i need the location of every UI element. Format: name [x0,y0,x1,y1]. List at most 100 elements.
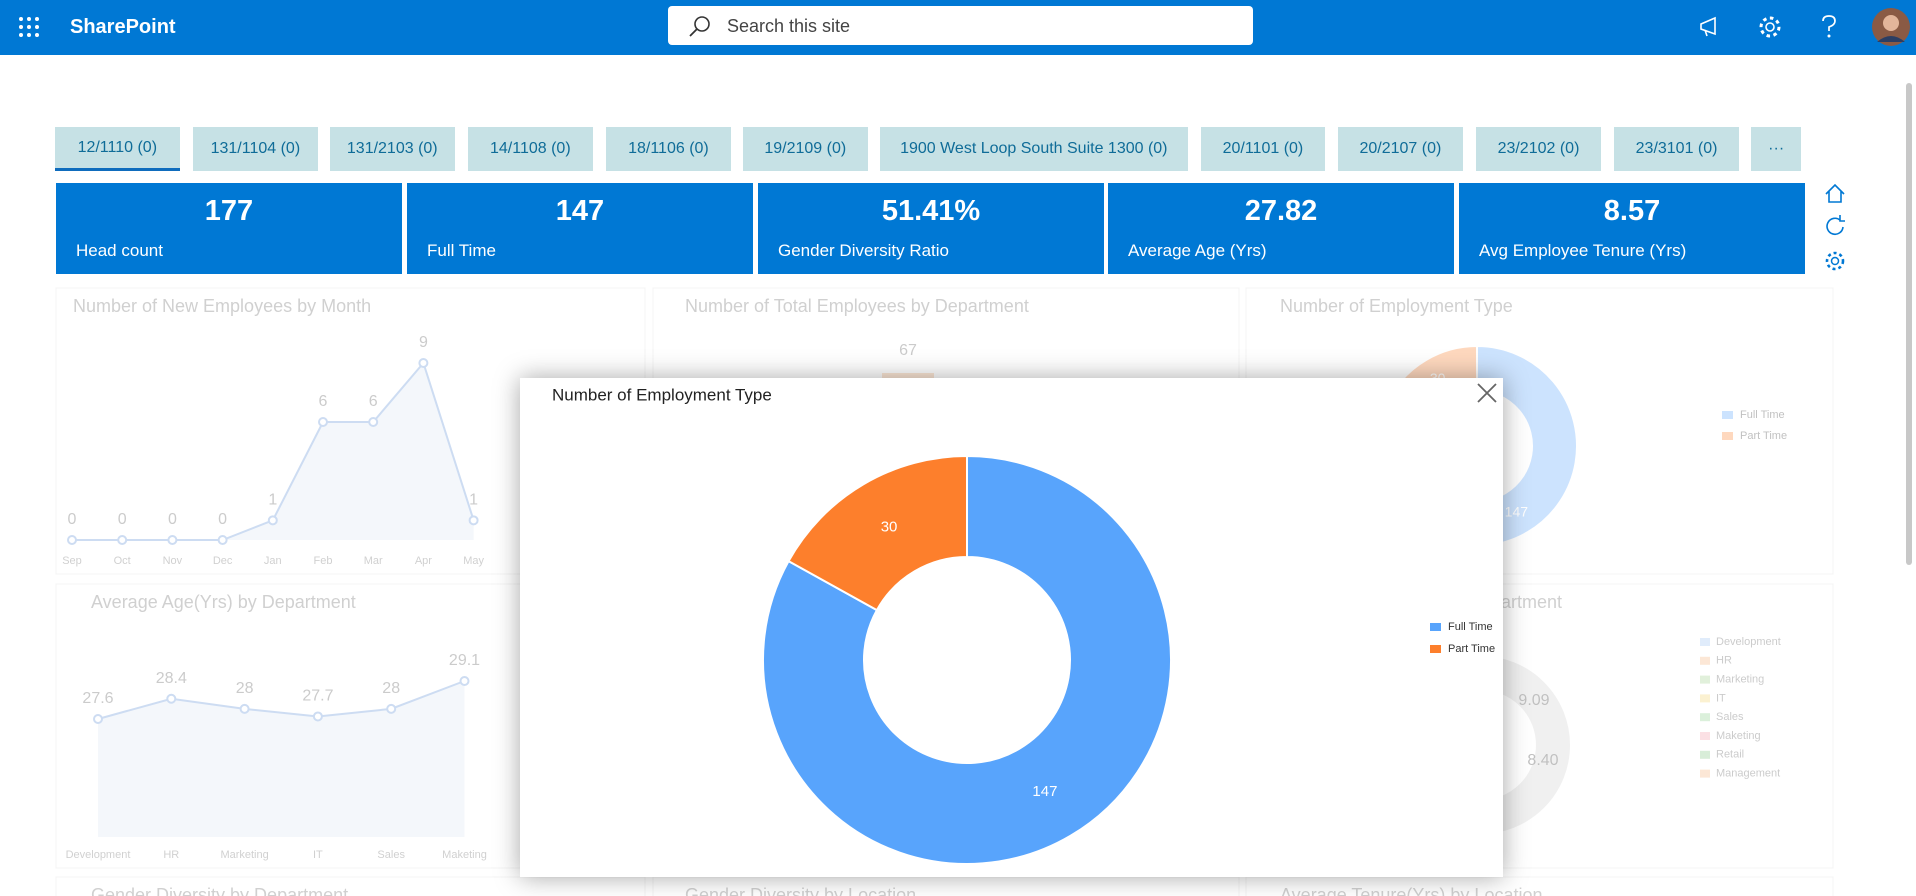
legend-label: Maketing [1716,730,1761,742]
line-point [167,535,178,545]
x-label: Jan [264,555,282,567]
line-point [217,535,228,545]
search-placeholder: Search this site [727,16,851,36]
kpi-value: 147 [555,195,605,227]
app-launcher[interactable] [18,16,40,38]
kpi-label: Avg Employee Tenure (Yrs) [1479,241,1687,260]
kpi-label: Full Time [427,241,496,260]
panel-title: Gender Diversity by Department [91,885,348,896]
line-point [117,535,128,545]
line-point [267,515,278,526]
x-label: Mar [364,555,383,567]
slice-label: 9.09 [1518,692,1549,709]
legend-swatch [1700,769,1710,778]
line-point [468,515,479,526]
point-label: 6 [319,393,328,410]
kpi-card: 27.82 Average Age (Yrs) [1108,183,1454,274]
panel [652,876,1240,896]
home-icon[interactable] [1825,183,1845,203]
legend-label: Sales [1716,711,1744,723]
slice-label: 8.40 [1527,752,1558,769]
line-point [459,676,470,686]
legend-label: Marketing [1716,674,1764,686]
line-point [418,358,429,368]
panel [1245,876,1834,896]
tab[interactable]: 1900 West Loop South Suite 1300 (0) [879,127,1188,171]
point-label: 28 [382,680,400,697]
kpi-card: 51.41% Gender Diversity Ratio [758,183,1104,274]
line-point [166,693,177,704]
tab[interactable]: 131/1104 (0) [193,127,318,171]
point-label: 9 [419,334,428,351]
avatar[interactable] [1871,6,1911,48]
legend-label: Retail [1716,749,1744,761]
tab[interactable]: 14/1108 (0) [468,127,593,171]
point-label: 6 [369,393,378,410]
settings-icon[interactable] [1757,14,1783,40]
legend-swatch [1700,675,1710,684]
panel-title: Average Tenure(Yrs) by Location [1280,885,1543,896]
tab[interactable]: ··· [1751,127,1802,171]
refresh-icon[interactable] [1826,215,1845,236]
line-point [67,535,77,545]
tab[interactable]: 131/2103 (0) [329,127,455,171]
tab[interactable]: 18/1106 (0) [606,127,731,171]
legend-swatch [1700,638,1710,646]
point-label: 1 [268,492,277,509]
slice-label: 147 [1032,783,1057,800]
x-label: HR [163,849,179,861]
search-box[interactable]: Search this site [668,6,1253,45]
tab[interactable]: 23/3101 (0) [1614,127,1739,171]
point-label: 27.6 [82,690,113,707]
kpi-label: Head count [76,241,163,260]
x-label: Feb [314,555,333,567]
x-label: Marketing [220,849,268,861]
tab[interactable]: 19/2109 (0) [742,127,868,171]
x-label: Dec [213,555,233,567]
line-area [98,681,465,837]
x-label: IT [313,849,323,861]
legend-swatch [1700,694,1710,703]
point-label: 0 [218,511,227,528]
point-label: 0 [118,511,127,528]
panel-title: Number of New Employees by Month [73,296,371,316]
help-icon[interactable] [1818,13,1840,41]
line-path [97,680,465,720]
kpi-label: Gender Diversity Ratio [778,241,950,260]
x-label: Development [66,849,131,861]
legend-swatch [1722,411,1733,419]
side-tools [1825,183,1845,271]
line-area [72,363,474,540]
legend-swatch [1700,750,1710,759]
legend-swatch [1722,432,1733,440]
x-label: Apr [415,555,432,567]
point-label: 28.4 [156,670,187,687]
legend-label: Development [1716,636,1781,648]
close-button[interactable] [1475,381,1499,405]
panel-title: Gender Diversity by Location [685,885,916,896]
legend-swatch [1430,623,1441,631]
gear-icon[interactable] [1825,251,1845,271]
panel-title: Number of Employment Type [1280,296,1513,316]
scrollbar[interactable] [1906,83,1912,565]
panel-title: Average Age(Yrs) by Department [91,592,356,612]
x-label: Nov [163,555,183,567]
tab[interactable]: 20/1101 (0) [1201,127,1325,171]
donut-slice [787,454,968,612]
app-name[interactable]: SharePoint [70,16,176,38]
legend-label: Full Time [1448,621,1493,633]
legend-label: Part Time [1448,643,1495,655]
point-label: 0 [168,511,177,528]
line-point [368,417,379,427]
tab[interactable]: 12/1110 (0) [54,127,180,171]
tab[interactable]: 23/2102 (0) [1476,127,1601,171]
line-point [318,417,328,427]
top-bar: SharePoint Search this site [0,0,1916,55]
announcement-icon[interactable] [1698,15,1724,39]
x-label: Oct [114,555,131,567]
legend-label: Management [1716,768,1780,780]
tab[interactable]: 20/2107 (0) [1338,127,1463,171]
bar-label: 67 [899,342,917,359]
slice-label: 30 [881,519,898,536]
